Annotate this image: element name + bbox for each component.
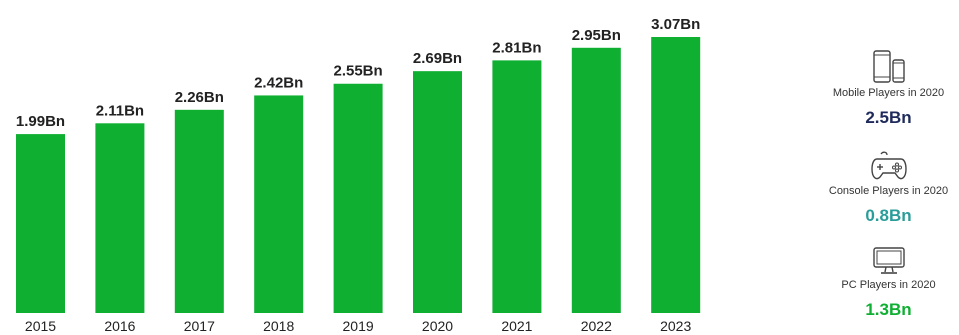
mobile-stat-caption: Mobile Players in 2020 — [832, 87, 945, 99]
data-label-2020: 2.69Bn — [413, 50, 462, 67]
pc-stat: PC Players in 2020 1.3Bn — [818, 246, 959, 320]
bar-2016 — [95, 123, 145, 314]
game-controller-icon — [870, 151, 907, 180]
x-tick-label-2016: 2016 — [104, 318, 135, 334]
x-tick-label-2022: 2022 — [581, 318, 612, 334]
bar-2022 — [571, 47, 621, 314]
x-tick-label-2020: 2020 — [422, 318, 453, 334]
console-stat: Console Players in 2020 0.8Bn — [818, 150, 959, 226]
x-tick-label-2017: 2017 — [184, 318, 215, 334]
mobile-stat-value: 2.5Bn — [865, 108, 912, 127]
x-tick-label-2018: 2018 — [263, 318, 294, 334]
bar-chart: 1.99Bn 2015 2.11Bn 2016 2.26Bn 2017 2.42Bn 2018… — [16, 16, 701, 334]
mobile-devices-icon — [872, 50, 905, 83]
bar-2021 — [492, 60, 542, 314]
bar-2019 — [333, 83, 383, 314]
mobile-stat: Mobile Players in 2020 2.5Bn — [818, 50, 959, 128]
x-tick-label-2023: 2023 — [660, 318, 691, 334]
x-tick-label-2021: 2021 — [501, 318, 532, 334]
bar-2018 — [254, 95, 304, 313]
console-stat-caption: Console Players in 2020 — [828, 185, 949, 197]
data-label-2021: 2.81Bn — [492, 39, 541, 56]
bar-2017 — [174, 109, 224, 313]
data-label-2016: 2.11Bn — [96, 102, 144, 119]
console-stat-value: 0.8Bn — [865, 206, 912, 225]
pc-stat-caption: PC Players in 2020 — [841, 279, 936, 291]
data-label-2017: 2.26Bn — [175, 89, 224, 106]
data-label-2022: 2.95Bn — [572, 27, 621, 44]
data-label-2018: 2.42Bn — [254, 74, 303, 91]
pc-stat-value: 1.3Bn — [865, 300, 912, 319]
x-tick-label-2019: 2019 — [343, 318, 374, 334]
stats-panel: Mobile Players in 2020 2.5Bn Console Pla… — [818, 0, 959, 335]
bar-2020 — [413, 71, 462, 313]
data-label-2015: 1.99Bn — [16, 113, 65, 130]
data-label-2019: 2.55Bn — [333, 63, 382, 80]
bar-2015 — [16, 134, 65, 313]
x-tick-label-2015: 2015 — [25, 318, 56, 334]
bar-2023 — [651, 37, 701, 313]
monitor-icon — [872, 247, 905, 274]
data-label-2023: 3.07Bn — [651, 16, 700, 33]
